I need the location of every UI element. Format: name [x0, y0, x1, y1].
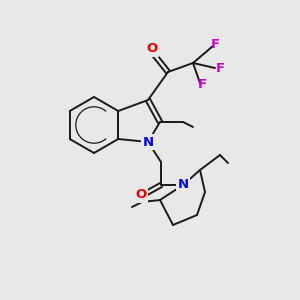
Text: O: O	[146, 43, 158, 56]
Text: F: F	[215, 61, 225, 74]
Text: F: F	[210, 38, 220, 50]
Text: N: N	[142, 136, 154, 148]
Text: F: F	[197, 79, 207, 92]
Text: O: O	[135, 188, 147, 202]
Text: N: N	[177, 178, 189, 191]
